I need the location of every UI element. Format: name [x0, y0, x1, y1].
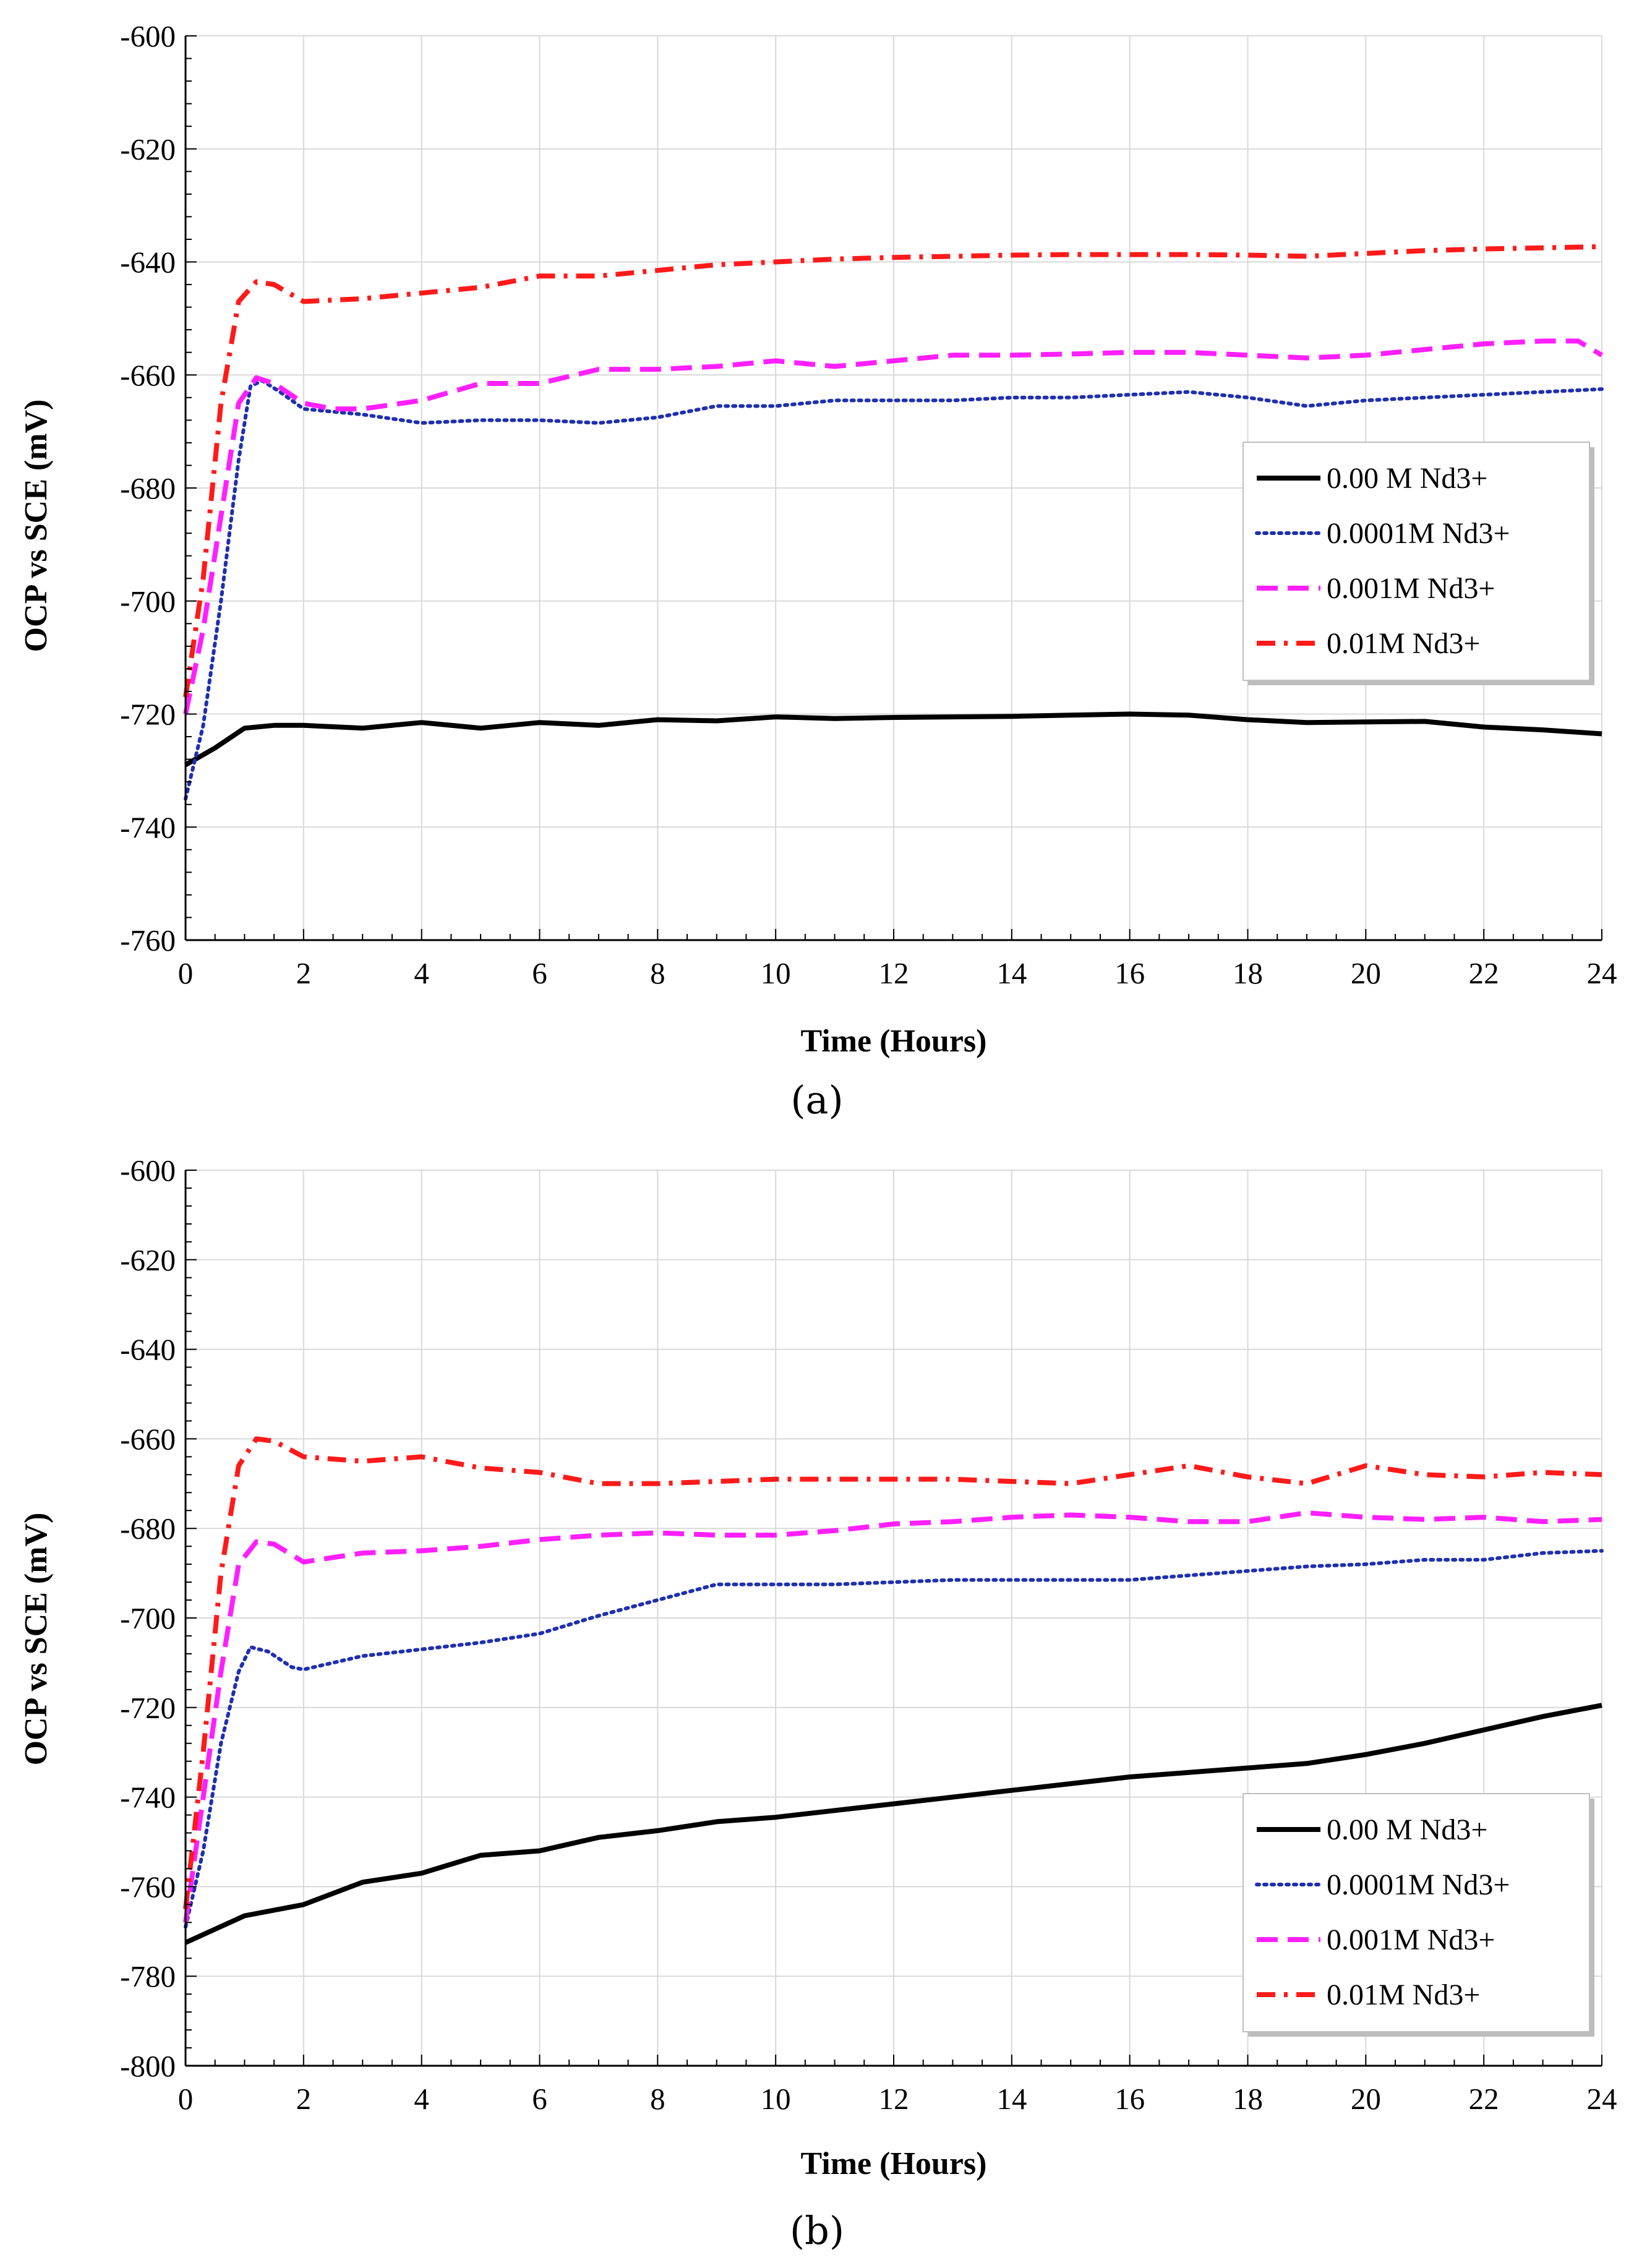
- x-tick-label: 18: [1233, 2082, 1263, 2116]
- y-tick-label: -700: [120, 584, 176, 618]
- x-tick-label: 4: [414, 956, 429, 990]
- y-tick-label: -780: [120, 1959, 176, 1993]
- x-tick-label: 16: [1114, 2082, 1145, 2116]
- legend-label-2: 0.001M Nd3+: [1327, 572, 1495, 605]
- x-tick-label: 24: [1587, 2082, 1617, 2116]
- y-tick-label: -720: [120, 1691, 176, 1725]
- panel-label: (a): [790, 1077, 843, 1123]
- x-tick-label: 6: [532, 956, 547, 990]
- series-line-0: [184, 1703, 1602, 1945]
- legend-box: [1243, 1793, 1590, 2032]
- x-tick-label: 10: [761, 2082, 791, 2116]
- legend-label-1: 0.0001M Nd3+: [1327, 1868, 1510, 1901]
- series-line-0: [184, 711, 1602, 768]
- legend-label-0: 0.00 M Nd3+: [1327, 1813, 1487, 1846]
- y-tick-label: -760: [120, 923, 176, 957]
- panel-a: 0 2 4 6 8 10 12 14 16 18 20 22 24-600-620-640-660-68…: [19, 19, 1617, 1123]
- y-tick-label: -660: [120, 1422, 176, 1456]
- x-tick-label: 22: [1469, 2082, 1499, 2116]
- x-tick-label: 24: [1587, 956, 1617, 990]
- y-tick-label: -640: [120, 246, 176, 280]
- x-tick-label: 14: [996, 2082, 1027, 2116]
- legend: 0.00 M Nd3+ 0.0001M Nd3+ 0.001M Nd3+ 0.01M …: [1243, 442, 1594, 685]
- legend-label-2: 0.001M Nd3+: [1327, 1924, 1495, 1956]
- y-tick-label: -800: [120, 2049, 176, 2083]
- x-tick-label: 12: [879, 2082, 909, 2116]
- x-tick-label: 20: [1351, 956, 1381, 990]
- y-axis-title: OCP vs SCE (mV): [19, 1513, 54, 1766]
- x-tick-label: 20: [1351, 2082, 1381, 2116]
- y-tick-label: -680: [120, 1512, 176, 1546]
- panel-b: 0 2 4 6 8 10 12 14 16 18 20 22 24-600-620-640-660-68…: [19, 1153, 1617, 2253]
- y-tick-label: -600: [120, 1153, 176, 1187]
- panel-label: (b): [790, 2208, 844, 2253]
- y-tick-label: -620: [120, 132, 176, 166]
- y-tick-label: -720: [120, 698, 176, 732]
- series-line-2: [183, 1510, 1602, 1923]
- x-tick-label: 14: [996, 956, 1027, 990]
- y-tick-label: -740: [120, 1781, 176, 1815]
- legend-label-3: 0.01M Nd3+: [1327, 627, 1480, 660]
- series-line-3: [183, 244, 1602, 698]
- y-tick-label: -740: [120, 810, 176, 844]
- x-tick-label: 2: [296, 956, 312, 990]
- x-tick-label: 10: [761, 956, 791, 990]
- x-tick-label: 18: [1233, 956, 1263, 990]
- x-tick-label: 0: [178, 956, 194, 990]
- x-tick-label: 0: [178, 2082, 194, 2116]
- y-tick-label: -620: [120, 1243, 176, 1277]
- x-tick-label: 8: [650, 2082, 665, 2116]
- x-tick-label: 12: [879, 956, 909, 990]
- y-tick-label: -680: [120, 471, 176, 505]
- x-tick-label: 22: [1469, 956, 1499, 990]
- x-tick-label: 4: [414, 2082, 429, 2116]
- y-axis-title: OCP vs SCE (mV): [19, 400, 54, 653]
- series-line-1: [184, 1549, 1604, 1929]
- x-axis-title: Time (Hours): [801, 1024, 987, 1059]
- y-tick-label: -600: [120, 19, 176, 53]
- x-tick-label: 8: [650, 956, 665, 990]
- legend-label-3: 0.01M Nd3+: [1327, 1979, 1480, 2011]
- series-line-3: [183, 1436, 1602, 1910]
- series-line-2: [183, 338, 1604, 715]
- y-tick-label: -760: [120, 1870, 176, 1904]
- x-tick-label: 16: [1114, 956, 1145, 990]
- x-axis-title: Time (Hours): [801, 2146, 987, 2181]
- y-tick-label: -660: [120, 358, 176, 392]
- legend-label-0: 0.00 M Nd3+: [1327, 462, 1487, 495]
- x-tick-label: 2: [296, 2082, 312, 2116]
- legend-label-1: 0.0001M Nd3+: [1327, 517, 1510, 550]
- x-tick-label: 6: [532, 2082, 547, 2116]
- y-tick-label: -640: [120, 1333, 176, 1367]
- y-tick-label: -700: [120, 1601, 176, 1635]
- legend-box: [1243, 442, 1590, 681]
- legend: 0.00 M Nd3+ 0.0001M Nd3+ 0.001M Nd3+ 0.01M …: [1243, 1793, 1594, 2037]
